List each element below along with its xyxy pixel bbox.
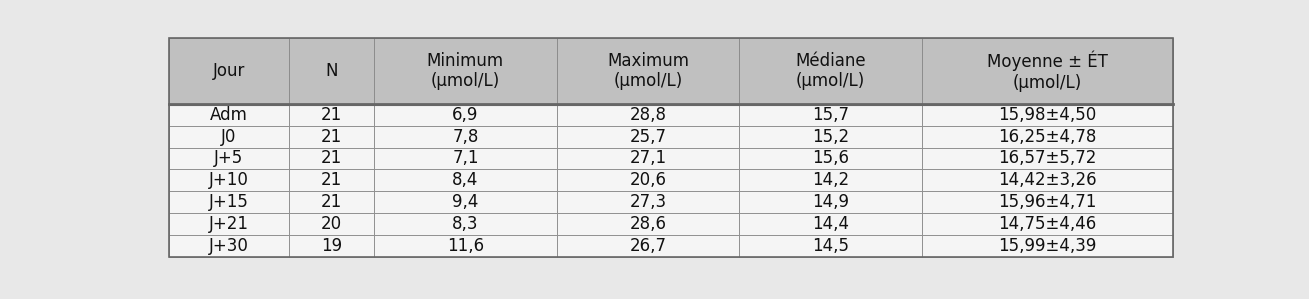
Bar (374, 126, 556, 147)
Bar (556, 126, 740, 147)
Text: 28,8: 28,8 (630, 106, 666, 124)
Text: 6,9: 6,9 (452, 106, 479, 124)
Text: 14,9: 14,9 (812, 193, 850, 211)
Text: 15,98±4,50: 15,98±4,50 (999, 106, 1097, 124)
Bar (740, 213, 922, 235)
Bar (374, 213, 556, 235)
Text: 15,96±4,71: 15,96±4,71 (999, 193, 1097, 211)
Bar (169, 126, 288, 147)
Text: 21: 21 (321, 171, 342, 189)
Text: 27,3: 27,3 (630, 193, 666, 211)
Bar (169, 170, 288, 191)
Text: 25,7: 25,7 (630, 128, 666, 146)
Bar (922, 213, 1173, 235)
Bar (740, 235, 922, 257)
Text: 9,4: 9,4 (452, 193, 479, 211)
Text: J+5: J+5 (213, 150, 243, 167)
Bar (169, 213, 288, 235)
Bar (288, 191, 374, 213)
Bar (288, 126, 374, 147)
Text: 11,6: 11,6 (446, 237, 484, 255)
Bar (169, 191, 288, 213)
Bar (288, 170, 374, 191)
Text: Minimum
(μmol/L): Minimum (μmol/L) (427, 52, 504, 90)
Text: 16,25±4,78: 16,25±4,78 (999, 128, 1097, 146)
Text: 21: 21 (321, 106, 342, 124)
Bar (374, 191, 556, 213)
Text: 27,1: 27,1 (630, 150, 666, 167)
Text: J+15: J+15 (208, 193, 249, 211)
Bar (556, 191, 740, 213)
Text: 15,6: 15,6 (812, 150, 850, 167)
Bar (169, 104, 288, 126)
Text: 20: 20 (321, 215, 342, 233)
Text: 21: 21 (321, 150, 342, 167)
Bar (740, 170, 922, 191)
Text: 19: 19 (321, 237, 342, 255)
Bar (556, 170, 740, 191)
Bar (922, 104, 1173, 126)
Text: J+30: J+30 (208, 237, 249, 255)
Text: 21: 21 (321, 128, 342, 146)
Bar (922, 147, 1173, 170)
Bar (288, 147, 374, 170)
Text: 28,6: 28,6 (630, 215, 666, 233)
Bar (922, 235, 1173, 257)
Bar (922, 170, 1173, 191)
Text: 7,1: 7,1 (452, 150, 479, 167)
Text: Adm: Adm (209, 106, 247, 124)
Text: J+21: J+21 (208, 215, 249, 233)
Bar (740, 191, 922, 213)
Text: N: N (325, 62, 338, 80)
Bar (922, 191, 1173, 213)
Bar (288, 104, 374, 126)
Text: 15,99±4,39: 15,99±4,39 (999, 237, 1097, 255)
Text: 14,75±4,46: 14,75±4,46 (999, 215, 1097, 233)
Text: Jour: Jour (212, 62, 245, 80)
Text: 14,4: 14,4 (812, 215, 850, 233)
Bar (556, 213, 740, 235)
Text: 16,57±5,72: 16,57±5,72 (999, 150, 1097, 167)
Bar (288, 235, 374, 257)
Bar (740, 147, 922, 170)
Bar (556, 235, 740, 257)
Text: Médiane
(μmol/L): Médiane (μmol/L) (796, 52, 867, 90)
Bar (374, 170, 556, 191)
Text: 8,3: 8,3 (452, 215, 479, 233)
Bar (740, 104, 922, 126)
Text: J0: J0 (221, 128, 237, 146)
Text: 14,42±3,26: 14,42±3,26 (999, 171, 1097, 189)
Bar (169, 235, 288, 257)
Text: 21: 21 (321, 193, 342, 211)
Bar (374, 104, 556, 126)
Bar (169, 147, 288, 170)
Text: 20,6: 20,6 (630, 171, 666, 189)
Text: J+10: J+10 (208, 171, 249, 189)
Text: 15,2: 15,2 (812, 128, 850, 146)
Text: 8,4: 8,4 (452, 171, 479, 189)
Text: Moyenne ± ÉT
(μmol/L): Moyenne ± ÉT (μmol/L) (987, 50, 1107, 91)
Text: 14,2: 14,2 (812, 171, 850, 189)
Bar (374, 235, 556, 257)
Bar (374, 147, 556, 170)
Text: 15,7: 15,7 (812, 106, 850, 124)
Text: 26,7: 26,7 (630, 237, 666, 255)
Bar (556, 147, 740, 170)
Bar (556, 104, 740, 126)
Text: Maximum
(μmol/L): Maximum (μmol/L) (607, 52, 689, 90)
Text: 14,5: 14,5 (812, 237, 850, 255)
Bar (922, 126, 1173, 147)
Bar (288, 38, 374, 104)
Text: 7,8: 7,8 (452, 128, 479, 146)
Bar (288, 213, 374, 235)
Bar (740, 126, 922, 147)
